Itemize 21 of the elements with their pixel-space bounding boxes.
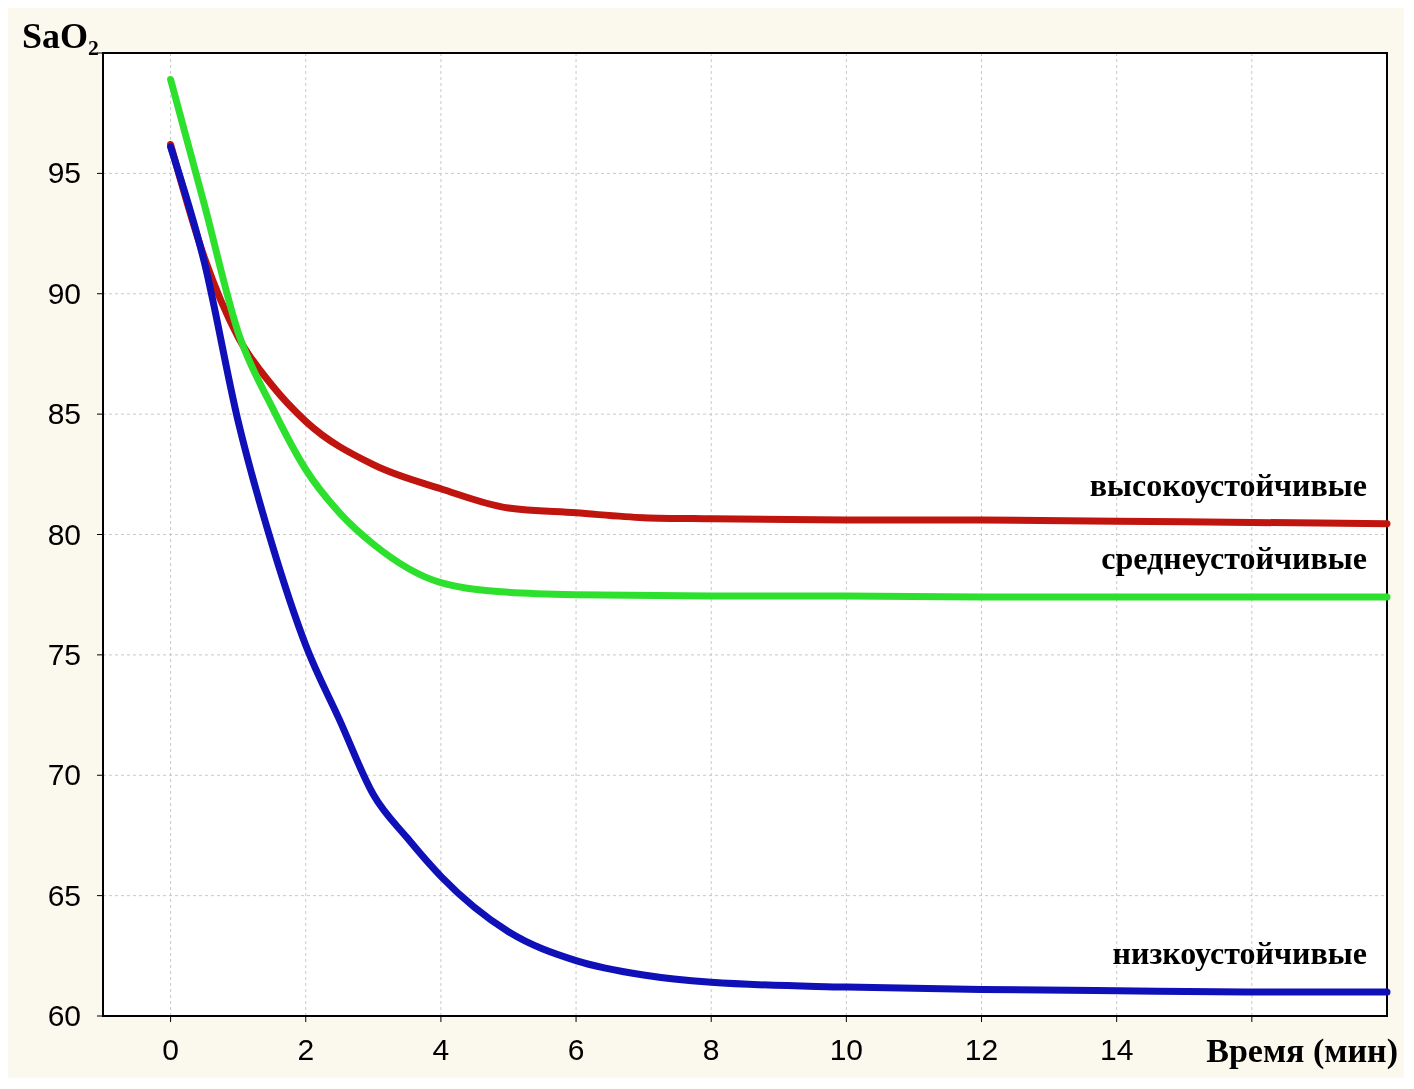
series-label: высокоустойчивые	[1089, 466, 1367, 503]
y-axis-title: SaO₂	[22, 16, 99, 56]
x-tick-label: 0	[162, 1033, 179, 1066]
x-tick-label: 10	[829, 1033, 864, 1066]
y-tick-label: 95	[47, 156, 81, 190]
x-tick-label: 6	[567, 1033, 585, 1066]
series-label: низкоустойчивые	[1112, 934, 1367, 971]
x-tick-label: 14	[1100, 1033, 1134, 1066]
y-tick-label: 80	[47, 517, 81, 551]
series-label: среднеустойчивые	[1101, 540, 1367, 577]
y-tick-label: 90	[47, 276, 81, 310]
y-tick-label: 65	[47, 878, 81, 912]
y-tick-label: 60	[47, 999, 81, 1032]
y-tick-label: 75	[47, 637, 81, 671]
y-tick-label: 70	[47, 758, 81, 792]
x-axis-title: Время (мин)	[1206, 1032, 1398, 1070]
y-tick-label: 85	[47, 397, 81, 431]
x-tick-label: 4	[432, 1033, 450, 1066]
x-tick-label: 2	[297, 1033, 315, 1066]
x-tick-label: 12	[964, 1033, 999, 1066]
x-tick-label: 8	[702, 1033, 720, 1066]
